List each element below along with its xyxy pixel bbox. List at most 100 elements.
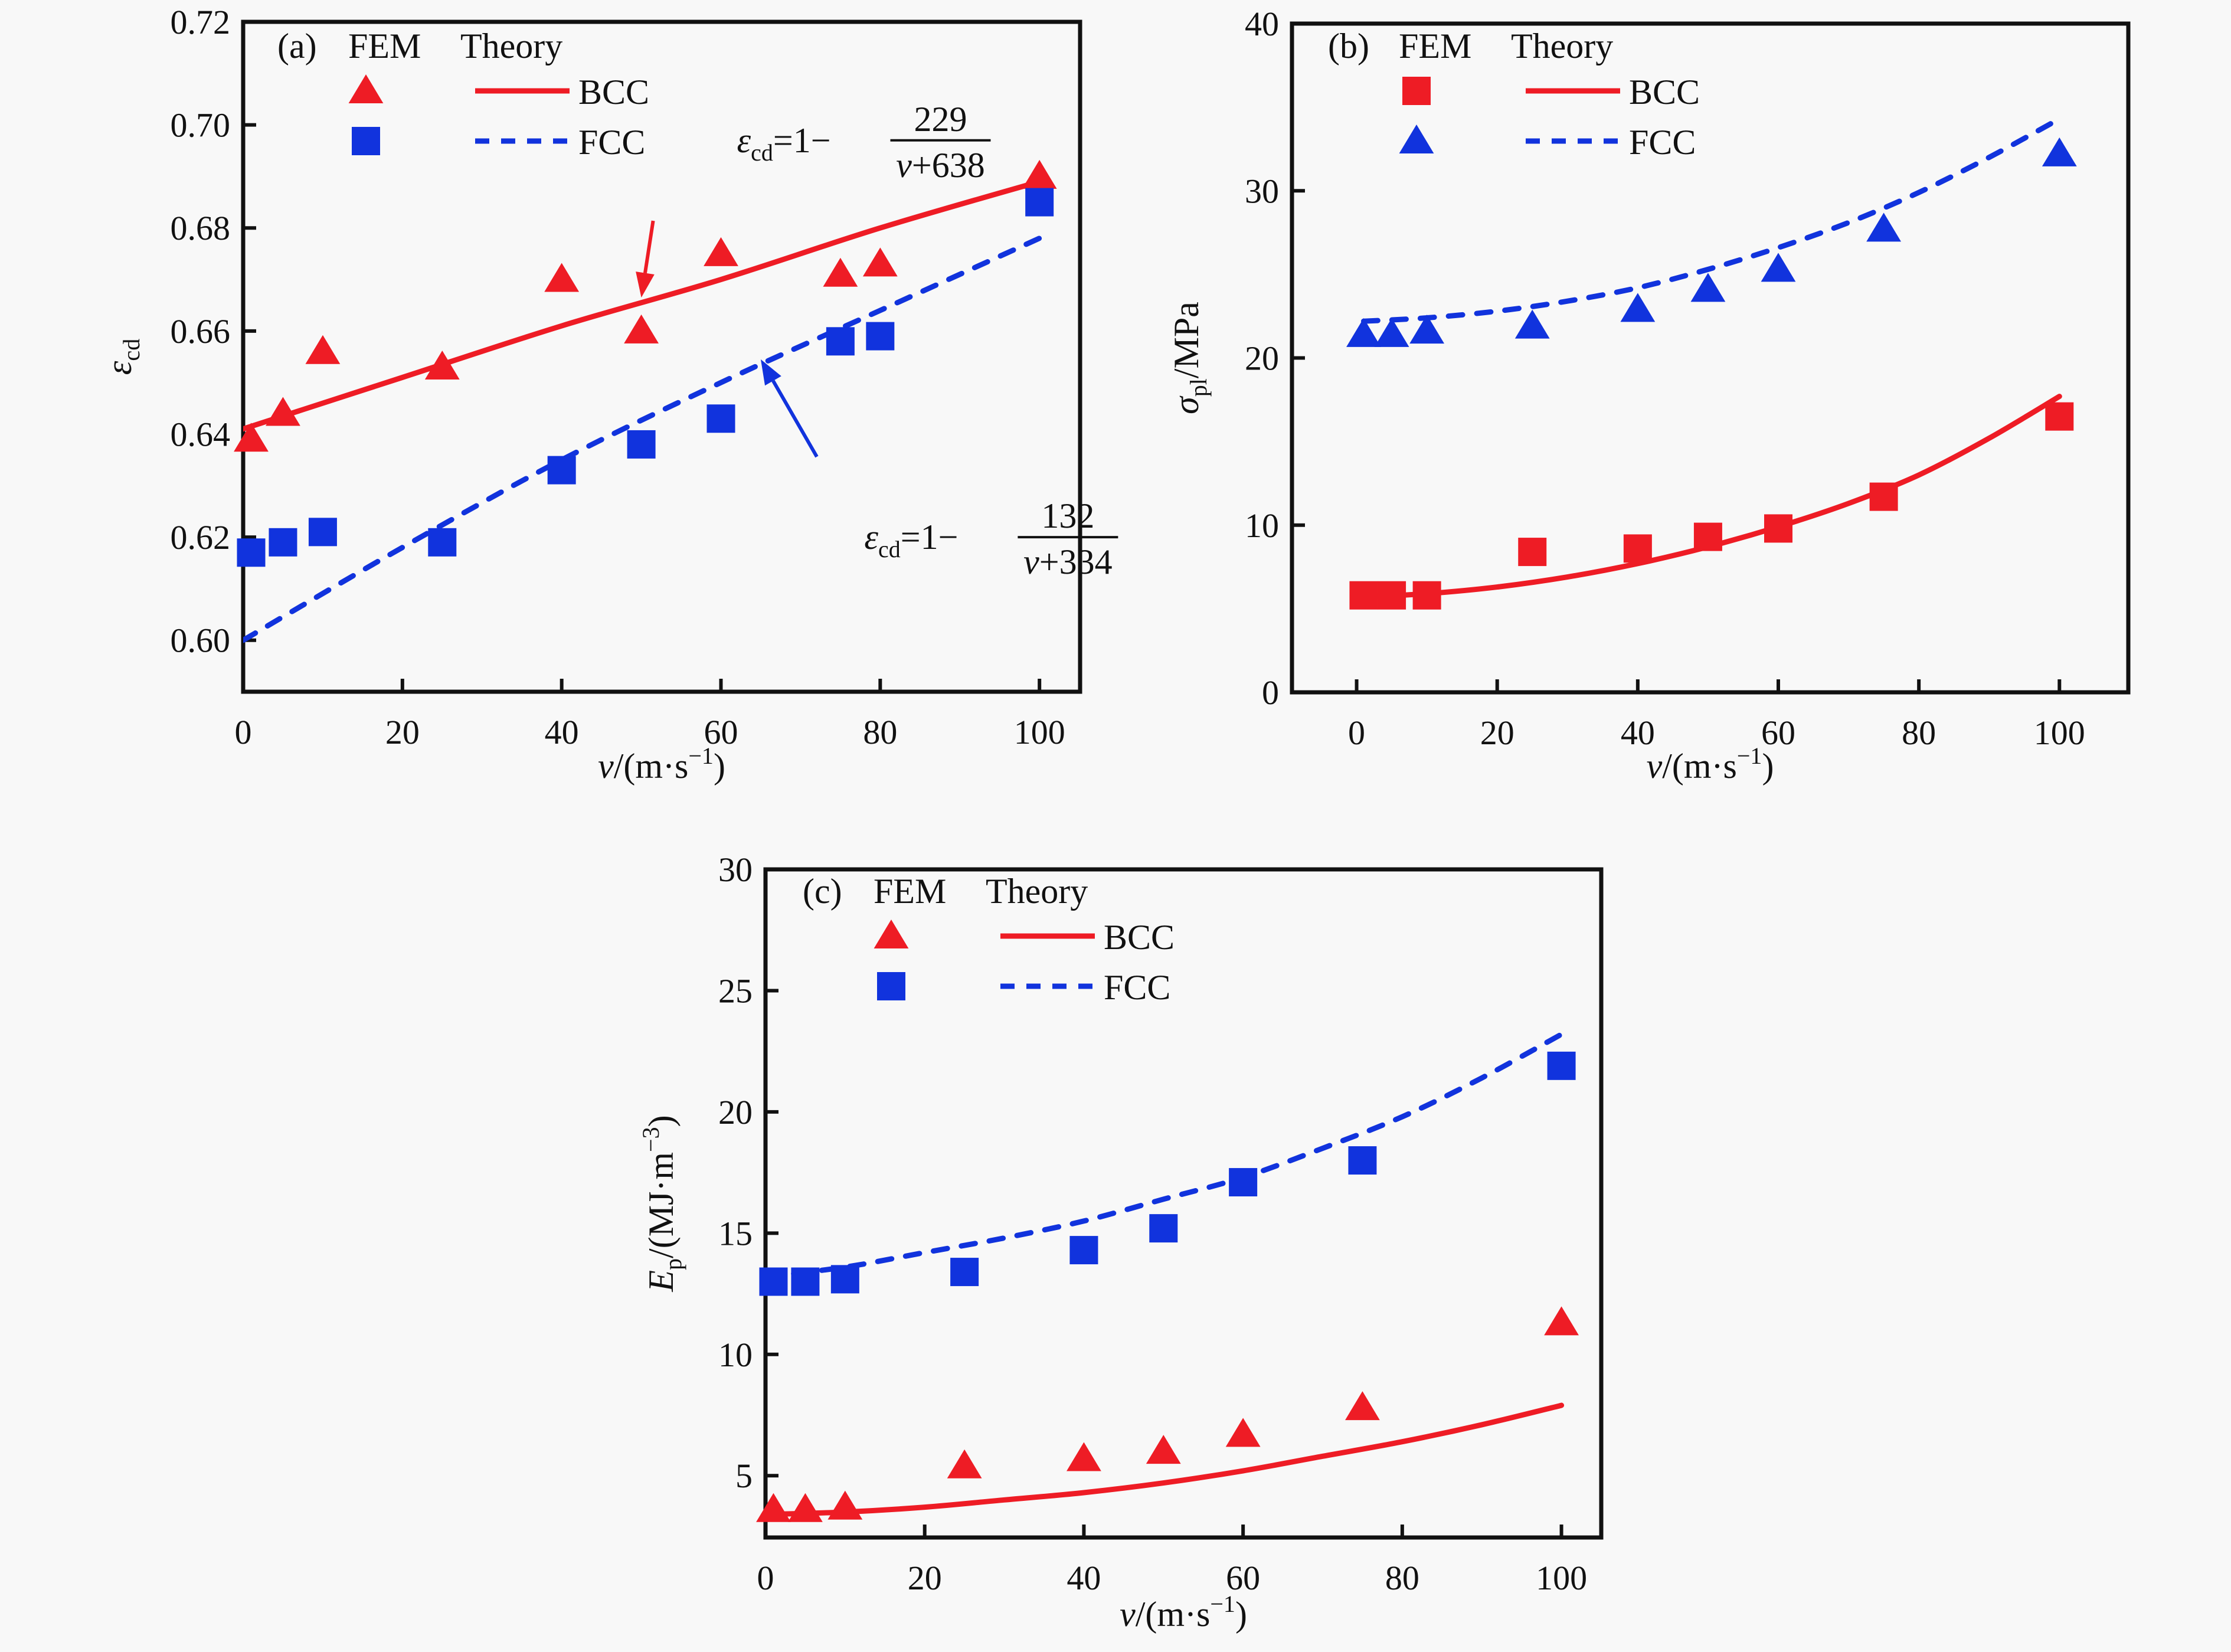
legend-marker-bcc (874, 920, 909, 948)
legend-header-theory: Theory (460, 27, 562, 66)
annotation-arrow (771, 380, 819, 458)
data-point-bcc-fem (862, 247, 898, 277)
legend-label-bcc: BCC (1104, 918, 1175, 957)
data-point-fcc-fem (308, 518, 337, 547)
x-tick-label: 0 (235, 713, 252, 751)
data-point-bcc-fem (1225, 1418, 1261, 1447)
y-tick-label: 0.64 (171, 415, 231, 453)
y-tick-label: 10 (718, 1336, 753, 1374)
legend-label-fcc: FCC (578, 123, 645, 162)
data-point-bcc-fem (788, 1493, 823, 1522)
equation-lhs: εcd=1− (737, 121, 830, 166)
panel-c: 0 20 40 60 80 100 5 10 15 20 25 30 v/(m·s−1) Ep/(MJ·m… (637, 850, 1604, 1634)
data-point-bcc-fem (266, 397, 300, 426)
x-axis-title: v/(m·s−1) (598, 742, 725, 786)
legend-label-bcc: BCC (1629, 73, 1700, 112)
data-point-bcc-fem (1345, 1391, 1380, 1421)
annotation-arrow-head (760, 359, 781, 386)
x-tick-label: 60 (1761, 714, 1795, 752)
theory-line-fcc-theory (1360, 116, 2062, 324)
data-point-fcc-fem (1514, 309, 1550, 339)
theory-line-fcc-theory (243, 235, 1042, 643)
data-point-bcc-fem (1067, 1442, 1101, 1471)
data-point-fcc-fem (706, 404, 735, 433)
theory-line-bcc-theory (243, 179, 1042, 432)
plot-area (243, 179, 1042, 643)
data-point-fcc-fem (759, 1267, 788, 1296)
data-point-fcc-fem (1348, 1146, 1377, 1175)
data-point-fcc-fem (1547, 1051, 1576, 1080)
x-tick-label: 60 (704, 713, 738, 751)
y-tick-label: 25 (718, 971, 753, 1010)
y-tick-label: 0.62 (171, 518, 231, 557)
plot-area (766, 1031, 1565, 1517)
legend-header-fem: FEM (348, 27, 421, 66)
data-point-fcc-fem (1025, 188, 1054, 217)
x-tick-label: 0 (1348, 714, 1365, 752)
data-point-fcc-fem (1346, 318, 1381, 347)
data-point-bcc-fem (1378, 581, 1406, 610)
x-tick-label: 100 (1536, 1559, 1587, 1597)
data-point-fcc-fem (830, 1265, 859, 1294)
data-point-bcc-fem (1544, 1306, 1579, 1336)
data-point-bcc-fem (1764, 514, 1793, 543)
legend-header-fem: FEM (1399, 27, 1471, 66)
data-point-fcc-fem (1620, 293, 1656, 322)
equation-annotation: εcd=1− 132 v+334 (760, 359, 1118, 581)
y-tick-label: 0.68 (171, 209, 231, 247)
x-tick-label: 40 (1067, 1559, 1101, 1597)
data-point-bcc-fem (1869, 482, 1898, 511)
y-tick-label: 10 (1245, 506, 1279, 545)
data-point-bcc-fem (1412, 581, 1441, 610)
x-tick-label: 20 (908, 1559, 942, 1597)
plot-frame (241, 19, 1082, 694)
y-tick-label: 0.60 (171, 621, 231, 660)
annotation-arrow-head (636, 271, 655, 298)
data-point-fcc-fem (1761, 253, 1796, 282)
y-tick-label: 30 (1245, 172, 1279, 210)
data-point-bcc-fem (2045, 402, 2074, 431)
annotation-arrow (643, 220, 655, 274)
data-point-bcc-fem (234, 423, 269, 452)
x-tick-label: 40 (1621, 714, 1655, 752)
x-tick-label: 100 (2034, 714, 2085, 752)
data-point-fcc-fem (1149, 1214, 1178, 1243)
legend-header-theory: Theory (1511, 27, 1613, 66)
panel-a: 0 20 40 60 80 100 0.60 0.62 0.64 0.66 0.68 0.70 0.72… (100, 3, 1118, 786)
legend-marker-bcc (348, 74, 384, 103)
legend-marker-fcc (1399, 125, 1434, 153)
x-tick-label: 60 (1226, 1559, 1260, 1597)
x-tick-label: 80 (863, 713, 897, 751)
legend-header-fem: FEM (874, 872, 946, 911)
panel-label: (b) (1328, 27, 1369, 66)
data-point-fcc-fem (547, 456, 576, 485)
y-tick-label: 0 (1262, 673, 1279, 712)
data-point-fcc-fem (1374, 318, 1409, 347)
x-axis-title: v/(m·s−1) (1120, 1591, 1247, 1634)
y-tick-label: 0.70 (171, 106, 231, 145)
x-tick-label: 40 (545, 713, 579, 751)
theory-line-bcc-theory (766, 1402, 1565, 1517)
data-point-fcc-fem (1866, 212, 1902, 242)
y-tick-label: 5 (735, 1457, 753, 1495)
data-point-bcc-fem (424, 350, 460, 380)
legend-marker-fcc (877, 972, 905, 1000)
data-point-bcc-fem (1349, 581, 1378, 610)
data-point-fcc-fem (826, 327, 855, 356)
data-point-fcc-fem (791, 1267, 820, 1296)
data-point-bcc-fem (704, 237, 738, 266)
data-point-fcc-fem (269, 528, 297, 557)
equation-denominator: v+638 (896, 146, 984, 185)
x-tick-label: 100 (1014, 713, 1065, 751)
data-point-bcc-fem (756, 1493, 791, 1522)
legend-marker-bcc (1402, 77, 1431, 105)
data-point-bcc-fem (823, 257, 858, 287)
data-point-fcc-fem (1690, 273, 1726, 302)
data-point-bcc-fem (1518, 538, 1547, 567)
data-point-fcc-fem (1409, 315, 1445, 344)
x-tick-label: 80 (1902, 714, 1936, 752)
y-tick-label: 20 (718, 1093, 753, 1131)
legend-label-fcc: FCC (1104, 968, 1170, 1007)
x-tick-label: 0 (757, 1559, 774, 1597)
